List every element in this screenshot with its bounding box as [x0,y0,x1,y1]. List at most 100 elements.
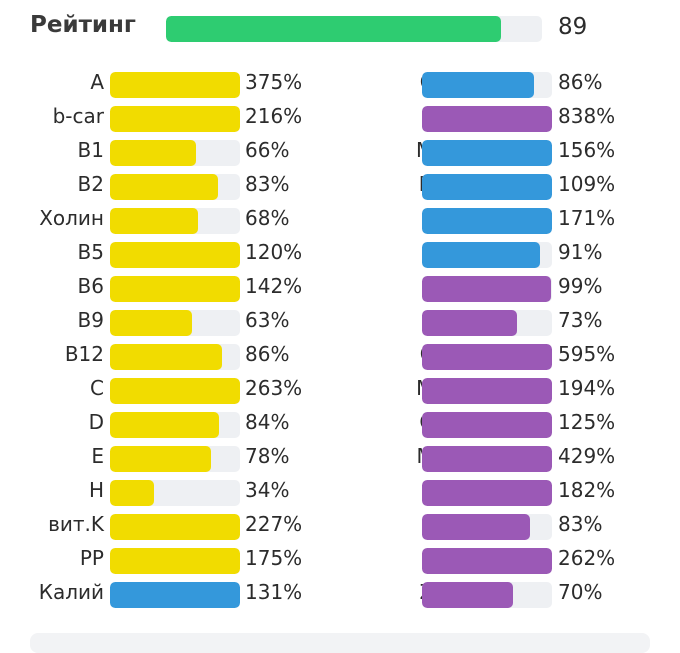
nutrient-bar [110,140,240,166]
nutrient-bar-fill [110,276,240,302]
nutrient-row-si: Si838% [330,102,660,136]
nutrient-row-холин: Холин 68% [0,204,330,238]
nutrient-row-mg: Mg156% [330,136,660,170]
nutrient-bar [422,310,552,336]
nutrient-bar-fill [110,174,218,200]
nutrient-percent: 83% [558,512,603,536]
nutrient-row-se: Se182% [330,476,660,510]
nutrient-bar [422,242,552,268]
nutrient-bar-fill [422,548,552,574]
nutrient-bar-fill [422,582,513,608]
nutrient-bar [422,548,552,574]
nutrient-percent: 595% [558,342,616,366]
nutrient-name: B1 [77,138,104,162]
nutrient-percent: 194% [558,376,616,400]
nutrient-percent: 262% [558,546,616,570]
nutrient-percent: 86% [245,342,290,366]
nutrient-percent: 66% [245,138,290,162]
nutrient-bar-fill [422,106,552,132]
nutrient-percent: 70% [558,580,603,604]
nutrient-bar [110,548,240,574]
nutrient-row-c: C 263% [0,374,330,408]
nutrient-row-ca: Ca86% [330,68,660,102]
nutrient-row-b12: B12 86% [0,340,330,374]
nutrient-bar [110,446,240,472]
nutrient-row-e: E 78% [0,442,330,476]
nutrient-percent: 131% [245,580,303,604]
nutrient-name: H [88,478,104,502]
nutrient-row-b6: B6 142% [0,272,330,306]
nutrient-percent: 73% [558,308,603,332]
nutrient-bar [110,412,240,438]
nutrient-bar [110,72,240,98]
nutrient-percent: 216% [245,104,303,128]
nutrient-bar-fill [422,242,541,268]
nutrient-bar-fill [110,242,240,268]
nutrient-bar [422,582,552,608]
nutrient-percent: 68% [245,206,290,230]
nutrient-bar-fill [110,548,240,574]
nutrient-percent: 120% [245,240,303,264]
nutrient-bar-fill [110,106,240,132]
nutrient-row-калий: Калий 131% [0,578,330,612]
nutrient-percent: 375% [245,70,303,94]
nutrient-bar [110,582,240,608]
nutrient-name: вит.K [48,512,104,536]
nutrient-percent: 175% [245,546,303,570]
nutrient-bar-fill [422,514,530,540]
nutrient-percent: 838% [558,104,616,128]
nutrient-bar [422,72,552,98]
nutrient-row-d: D 84% [0,408,330,442]
nutrient-bar [422,106,552,132]
nutrient-name: B5 [77,240,104,264]
nutrient-bar-fill [422,140,552,166]
nutrient-row-na: Na109% [330,170,660,204]
nutrient-bar-fill [110,582,240,608]
nutrient-row-b9: B9 63% [0,306,330,340]
nutrient-bar [422,514,552,540]
nutrient-bar-fill [110,514,240,540]
nutrient-bar [422,378,552,404]
nutrient-row-b1: B1 66% [0,136,330,170]
nutrient-percent: 109% [558,172,616,196]
nutrient-bar [110,174,240,200]
nutrient-name: b-car [52,104,104,128]
nutrient-percent: 182% [558,478,616,502]
nutrient-row-b2: B2 83% [0,170,330,204]
nutrient-bar-fill [110,446,212,472]
rating-bar-fill [166,16,501,42]
nutrient-percent: 429% [558,444,616,468]
nutrient-bar [110,378,240,404]
nutrient-row-f: F83% [330,510,660,544]
nutrient-row-b5: B5 120% [0,238,330,272]
nutrient-percent: 34% [245,478,290,502]
nutrient-percent: 86% [558,70,603,94]
bottom-card [30,633,650,653]
nutrient-bar [422,140,552,166]
nutrient-bar-fill [422,378,552,404]
nutrient-name: E [91,444,104,468]
nutrient-percent: 156% [558,138,616,162]
nutrient-bar-fill [422,276,551,302]
nutrient-bar-fill [110,378,240,404]
nutrient-name: B12 [64,342,104,366]
nutrient-name: B2 [77,172,104,196]
nutrient-bar-fill [110,140,196,166]
nutrient-bar-fill [422,174,552,200]
nutrient-percent: 78% [245,444,290,468]
nutrient-row-i: I73% [330,306,660,340]
nutrient-bar [422,412,552,438]
nutrient-percent: 263% [245,376,303,400]
nutrient-bar [110,310,240,336]
nutrient-bar-fill [422,480,552,506]
nutrient-row-fe: Fe99% [330,272,660,306]
nutrient-percent: 142% [245,274,303,298]
nutrient-row-mn: Mn194% [330,374,660,408]
nutrient-percent: 83% [245,172,290,196]
nutrient-bar [422,446,552,472]
nutrient-bar [422,480,552,506]
nutrient-column-right: Ca86%Si838%Mg156%Na109%P171%Cl91%Fe99%I7… [330,68,660,612]
nutrient-name: Калий [38,580,104,604]
nutrient-percent: 227% [245,512,303,536]
nutrient-name: PP [79,546,104,570]
